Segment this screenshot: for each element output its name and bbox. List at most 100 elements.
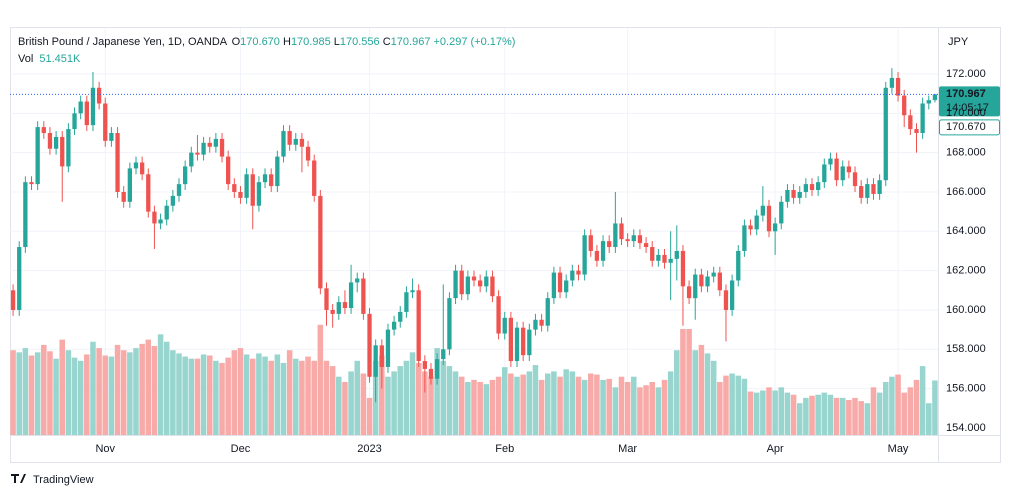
candle-body: [766, 205, 772, 232]
candle-body: [361, 278, 366, 314]
volume-bar: [778, 387, 785, 435]
volume-bar: [385, 376, 391, 435]
volume-label: Vol: [18, 53, 33, 65]
candle-body: [490, 276, 495, 297]
volume-bar: [760, 390, 766, 435]
candle-body: [53, 136, 59, 149]
last-price-tag: [939, 86, 1000, 117]
candle-body: [41, 127, 46, 133]
volume-bar: [704, 353, 711, 435]
volume-pane: [10, 324, 938, 435]
volume-bar: [698, 344, 705, 435]
currency: JPY: [948, 36, 969, 48]
candle-body: [816, 182, 821, 191]
candle-body: [729, 280, 735, 310]
volume-bar: [710, 360, 717, 435]
candle-body: [631, 235, 636, 242]
volume-bar: [90, 341, 96, 435]
volume-bar: [594, 374, 600, 435]
candle-body: [115, 132, 120, 192]
y-tick-label: 164.000: [946, 225, 986, 237]
candle-body: [318, 195, 323, 289]
volume-bar: [655, 387, 662, 435]
x-tick-label: 2023: [357, 443, 381, 455]
brand-logo: TradingView: [11, 474, 94, 486]
candle-body: [109, 132, 114, 141]
candle-body: [717, 272, 722, 291]
candle-body: [742, 225, 747, 251]
candle-body: [895, 77, 901, 96]
y-tick-label: 170.000: [946, 107, 986, 119]
volume-bar: [280, 362, 287, 435]
volume-bar: [317, 324, 324, 435]
y-tick-label: 156.000: [946, 383, 986, 395]
candle-body: [650, 247, 655, 261]
y-tick-label: 162.000: [946, 265, 986, 277]
candle-body: [441, 349, 446, 360]
candle-body: [139, 162, 145, 175]
candle-body: [367, 313, 372, 377]
candle-body: [219, 138, 225, 157]
candle-body: [791, 190, 796, 198]
candle-body: [373, 345, 378, 377]
candle-body: [256, 182, 262, 206]
volume-bar: [532, 365, 539, 435]
candle-body: [693, 274, 698, 299]
volume-bar: [200, 354, 207, 435]
volume-bar: [213, 360, 219, 435]
volume-bar: [114, 344, 121, 435]
volume-bar: [741, 378, 748, 435]
candle-body: [391, 321, 397, 330]
candle-body: [17, 247, 22, 310]
volume-bar: [864, 403, 871, 435]
volume-bar: [163, 341, 170, 435]
volume-bar: [618, 376, 625, 435]
volume-bar: [108, 356, 115, 435]
y-tick-label: 160.000: [946, 304, 986, 316]
y-tick-label: 172.000: [946, 68, 986, 80]
candle-body: [238, 191, 243, 198]
volume-bar: [446, 366, 453, 435]
candle-body: [416, 290, 421, 362]
volume-bar: [409, 352, 416, 435]
candle-body: [342, 302, 348, 308]
volume-bar: [520, 374, 526, 435]
candle-body: [127, 168, 132, 202]
volume-bar: [483, 384, 490, 435]
volume-bar: [102, 355, 109, 435]
candle-body: [158, 219, 163, 224]
volume-bar: [563, 369, 569, 435]
candle-body: [705, 276, 710, 287]
candle-body: [275, 156, 280, 187]
volume-bar: [397, 366, 404, 435]
candle-body: [594, 250, 600, 261]
candle-body: [772, 223, 778, 232]
candle-body: [883, 87, 888, 181]
volume-bar: [262, 356, 268, 435]
candle-body: [410, 290, 415, 293]
candle-body: [207, 142, 212, 147]
volume-bar: [729, 373, 735, 435]
candle-body: [797, 191, 802, 198]
candle-body: [428, 368, 434, 379]
candle-body: [699, 274, 704, 287]
last-price-label: 170.967: [946, 88, 986, 100]
volume-bar: [151, 345, 158, 435]
volume-bar: [188, 358, 195, 435]
volume-bar: [926, 403, 932, 435]
candle-body: [557, 272, 563, 293]
candle-body: [846, 166, 852, 173]
volume-bar: [127, 352, 133, 435]
candle-body: [570, 270, 575, 281]
candle-body: [465, 276, 471, 295]
candle-body: [674, 250, 679, 259]
candle-body: [668, 258, 673, 263]
candle-body: [121, 191, 126, 202]
volume-bar: [465, 382, 471, 435]
volume-bar: [471, 379, 477, 435]
volume-bar: [901, 392, 907, 435]
volume-bar: [219, 362, 225, 435]
volume-bar: [747, 391, 754, 435]
candle-body: [299, 138, 305, 147]
candle-body: [902, 95, 907, 116]
